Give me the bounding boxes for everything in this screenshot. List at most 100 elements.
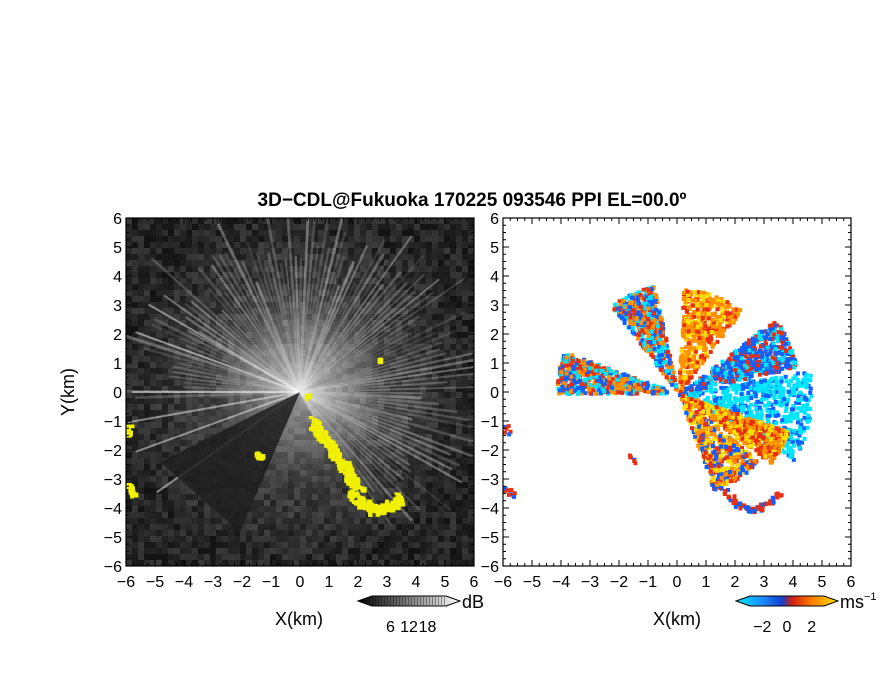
snr-noise-cell (462, 290, 468, 296)
snr-noise-cell (468, 284, 474, 290)
velocity-cell (783, 374, 788, 379)
snr-noise-cell (444, 236, 450, 242)
snr-noise-cell (444, 536, 450, 542)
snr-noise-cell (384, 548, 390, 554)
snr-noise-cell (366, 560, 372, 566)
snr-noise-cell (402, 224, 408, 230)
snr-noise-cell (162, 518, 168, 524)
snr-noise-cell (360, 218, 366, 224)
snr-noise-cell (144, 524, 150, 530)
snr-noise-cell (162, 272, 168, 278)
snr-noise-cell (132, 470, 138, 476)
velocity-cell (758, 418, 763, 423)
snr-colorbar: dB 6 12 18 (356, 592, 484, 636)
snr-noise-cell (426, 518, 432, 524)
snr-noise-cell (396, 554, 402, 560)
snr-noise-cell (456, 254, 462, 260)
velocity-cell (791, 354, 796, 359)
snr-beam-ray (298, 390, 452, 471)
snr-noise-cell (384, 230, 390, 236)
snr-saturated-cell (351, 492, 358, 498)
snr-noise-cell (468, 536, 474, 542)
velocity-cell (773, 399, 778, 404)
velocity-cell (742, 359, 747, 364)
snr-saturated-cell (128, 485, 133, 490)
snr-beam-ray (255, 281, 302, 394)
snr-beam-ray (298, 315, 420, 394)
snr-noise-cell (438, 512, 444, 518)
snr-noise-cell (408, 230, 414, 236)
snr-noise-cell (462, 554, 468, 560)
velocity-cell (805, 404, 810, 409)
snr-noise-cell (468, 326, 474, 332)
snr-noise-cell (132, 560, 138, 566)
snr-noise-cell (126, 218, 132, 224)
snr-noise-cell (126, 464, 132, 470)
snr-noise-cell (372, 218, 378, 224)
snr-noise-cell (186, 218, 192, 224)
velocity-cell (719, 385, 724, 390)
velocity-cell (802, 426, 807, 431)
velocity-cell (791, 407, 796, 412)
snr-noise-cell (156, 500, 162, 506)
snr-noise-cell (450, 302, 456, 308)
snr-noise-cell (126, 530, 132, 536)
y-tick-label: 2 (113, 327, 122, 344)
snr-noise-cell (162, 254, 168, 260)
snr-noise-cell (138, 518, 144, 524)
velocity-cell (684, 387, 689, 392)
x-tick-label: 4 (412, 574, 421, 591)
snr-noise-cell (450, 506, 456, 512)
snr-saturated-cell (360, 487, 364, 492)
snr-saturated-cell (311, 426, 315, 432)
velocity-cell (791, 391, 796, 396)
velocity-cell (704, 388, 709, 393)
snr-noise-cell (186, 242, 192, 248)
snr-noise-cell (126, 224, 132, 230)
velocity-cell (742, 396, 747, 401)
velocity-cell (716, 402, 721, 407)
velocity-cell (704, 375, 709, 380)
velocity-cell (795, 415, 800, 420)
snr-noise-cell (138, 482, 144, 488)
velocity-cell (786, 389, 791, 394)
snr-noise-cell (444, 284, 450, 290)
snr-noise-cell (450, 476, 456, 482)
snr-noise-cell (240, 218, 246, 224)
snr-saturated-cell (355, 493, 360, 498)
snr-noise-cell (192, 242, 198, 248)
snr-beam-ray (126, 390, 302, 394)
snr-beam-ray (299, 292, 434, 393)
snr-noise-cell (210, 548, 216, 554)
snr-saturated-cell (353, 476, 357, 480)
snr-noise-cell (204, 548, 210, 554)
snr-noise-cell (450, 278, 456, 284)
snr-beam-ray (298, 218, 310, 394)
snr-noise-cell (156, 236, 162, 242)
snr-noise-cell (150, 524, 156, 530)
snr-noise-cell (216, 554, 222, 560)
snr-noise-cell (150, 260, 156, 266)
snr-noise-cell (468, 446, 474, 452)
velocity-cell (740, 400, 745, 405)
snr-noise-cell (438, 266, 444, 272)
velocity-cell (759, 379, 764, 384)
snr-beam-ray (211, 264, 302, 394)
snr-beam-ray (207, 287, 301, 393)
velocity-cell (777, 394, 782, 399)
snr-noise-cell (456, 242, 462, 248)
snr-noise-cell (456, 248, 462, 254)
snr-noise-cell (468, 452, 474, 458)
velocity-cell (734, 386, 739, 391)
snr-noise-cell (156, 266, 162, 272)
snr-noise-cell (456, 302, 462, 308)
snr-saturated-cell (356, 482, 361, 486)
velocity-cell (744, 414, 749, 419)
snr-noise-cell (432, 224, 438, 230)
snr-noise-cell (402, 530, 408, 536)
snr-beam-ray (299, 391, 399, 498)
snr-colorbar-tick-label: 18 (419, 619, 437, 636)
velocity-cell (720, 363, 725, 368)
velocity-cell (713, 387, 718, 392)
snr-noise-cell (126, 248, 132, 254)
